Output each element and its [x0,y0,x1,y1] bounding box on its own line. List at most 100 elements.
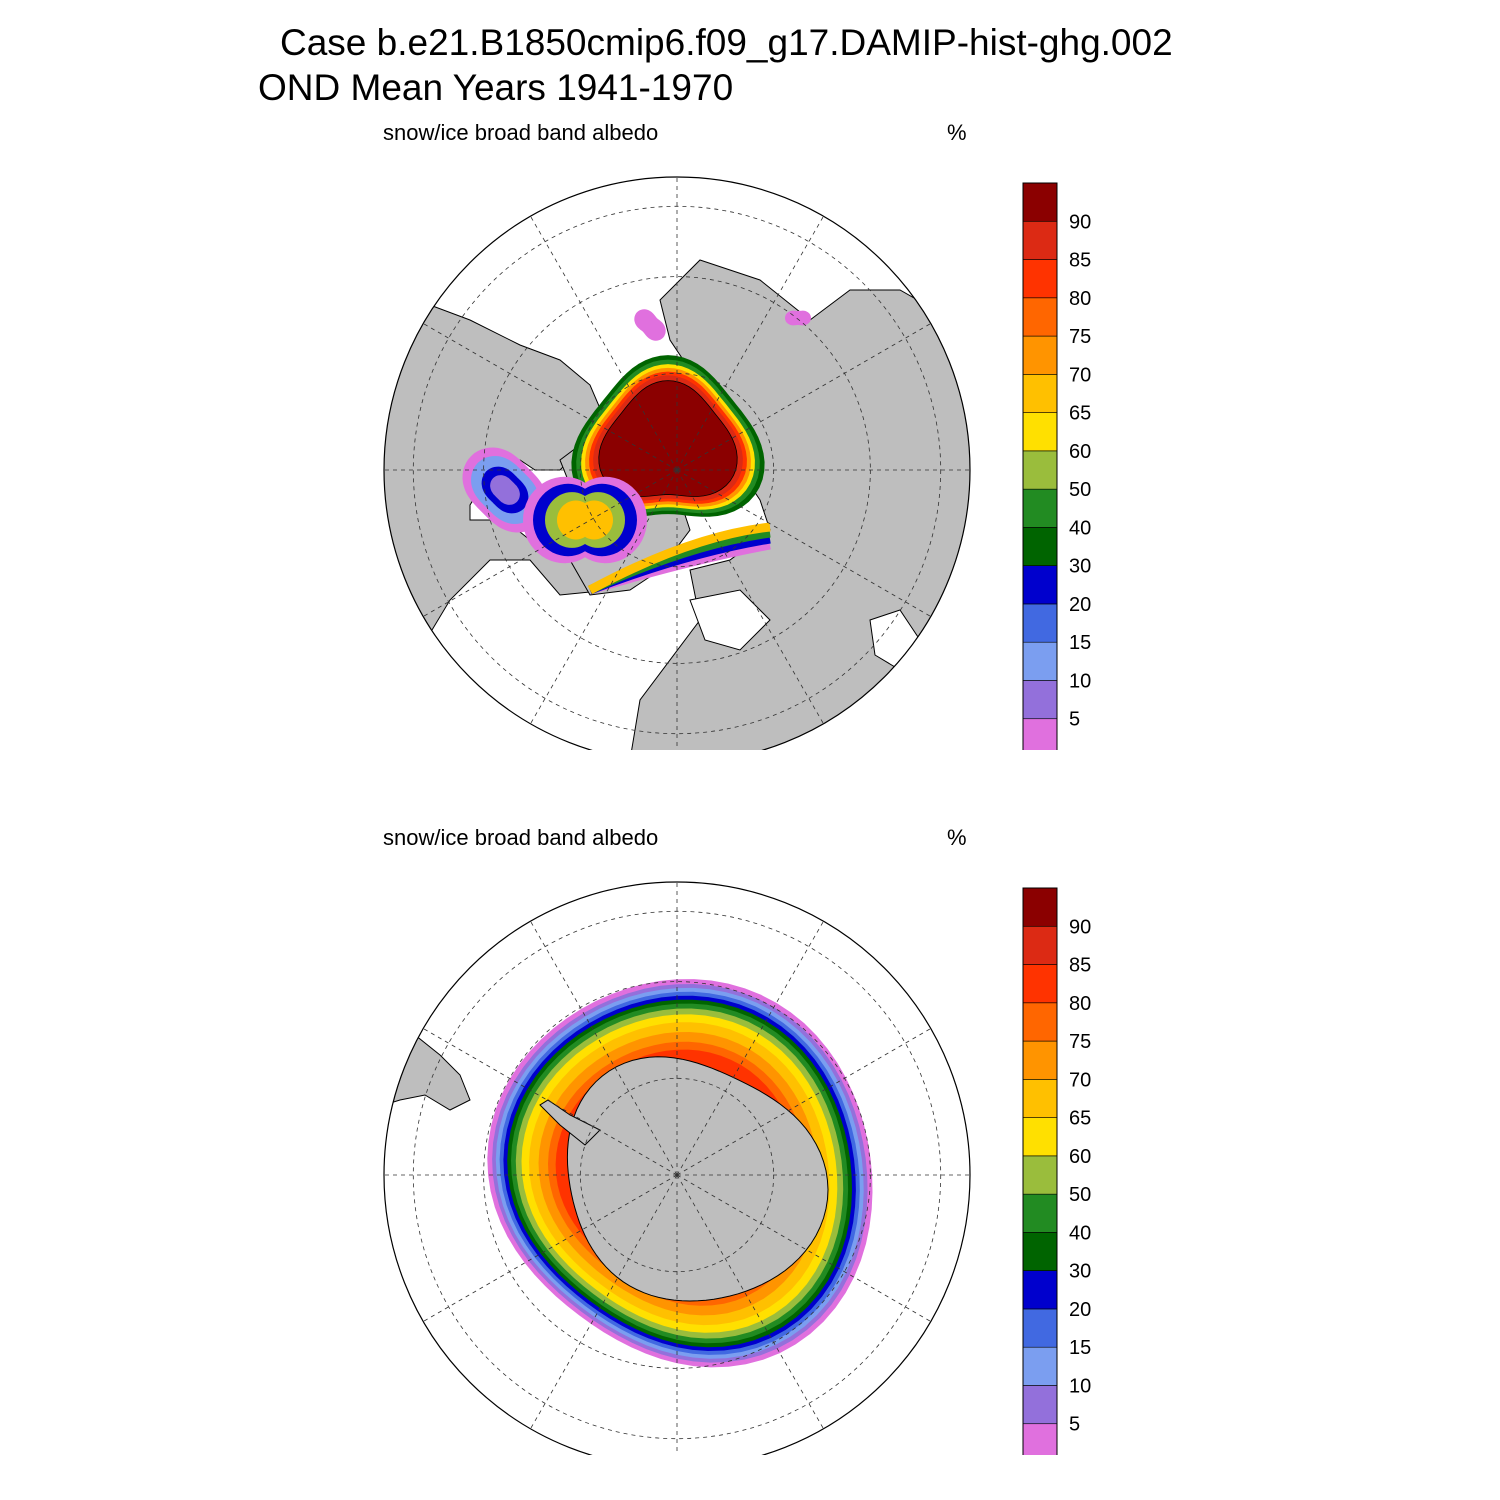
colorbar-swatch-10 [1022,1040,1058,1080]
colorbar-frame [1022,182,1058,750]
meridian-line-7 [423,323,678,471]
map-graticule [384,177,970,750]
colorbar-swatch-7 [1022,450,1058,490]
colorbar-swatch-11 [1022,297,1058,337]
colorbar-tick-label: 40 [1069,1222,1091,1244]
colorbar-swatch-10 [1022,335,1058,375]
latitude-circle-2 [412,910,942,1440]
north-polar-map-panel: 5 10 15 20 30 40 50 60 65 70 75 80 85 90 [383,176,1091,750]
colorbar-tick-label: 65 [1069,403,1091,425]
colorbar-tick-label: 70 [1069,1069,1091,1091]
colorbar-tick-label: 40 [1069,517,1091,539]
colorbar-tick-label: 85 [1069,250,1091,272]
colorbar-tick-label: 30 [1069,556,1091,578]
colorbar-tick-label: 80 [1069,288,1091,310]
colorbar-swatch-6 [1022,488,1058,528]
colorbar-swatch-6 [1022,1193,1058,1233]
map-border [383,176,971,750]
colorbar-swatch-5 [1022,1232,1058,1271]
meridian-line-7 [423,1028,678,1176]
meridian-line-1 [676,469,931,617]
colorbar-swatch-12 [1022,259,1058,299]
colorbar-swatch-4 [1022,1270,1058,1310]
colorbar-swatch-13 [1022,925,1058,965]
meridian-line-2 [676,1174,824,1429]
south-panel-units: % [947,825,967,850]
colorbar-swatch-3 [1022,1308,1058,1348]
meridian-line-10 [676,921,824,1176]
meridian-line-11 [676,323,931,471]
meridian-line-11 [676,1028,931,1176]
nordic-sea-ice-edge-3 [587,522,771,594]
meridian-line-2 [676,469,824,724]
colorbar-tick-label: 20 [1069,1299,1091,1321]
colorbar: 5 10 15 20 30 40 50 60 65 70 75 80 85 90 [1022,182,1091,750]
colorbar-tick-label: 10 [1069,670,1091,692]
colorbar-tick-label: 50 [1069,479,1091,501]
map-graticule [384,882,970,1455]
colorbar-tick-label: 85 [1069,955,1091,977]
antarctic-peninsula [539,1099,601,1146]
south-panel-subtitle: snow/ice broad band albedo [383,825,659,850]
arctic-ice-band-6 [598,380,738,497]
colorbar-swatch-11 [1022,1002,1058,1042]
colorbar-tick-label: 20 [1069,594,1091,616]
colorbar: 5 10 15 20 30 40 50 60 65 70 75 80 85 90 [1022,887,1091,1455]
colorbar-tick-label: 50 [1069,1184,1091,1206]
colorbar-swatch-9 [1022,374,1058,413]
meridian-line-4 [530,1174,678,1429]
colorbar-tick-label: 75 [1069,1031,1091,1053]
south-polar-map-panel: 5 10 15 20 30 40 50 60 65 70 75 80 85 90 [383,881,1091,1455]
colorbar-tick-label: 5 [1069,1414,1080,1436]
colorbar-tick-label: 5 [1069,709,1080,731]
colorbar-tick-label: 65 [1069,1108,1091,1130]
colorbar-tick-label: 15 [1069,632,1091,654]
baltic-sea [689,589,771,651]
map-border [383,881,971,1455]
figure-title-period: OND Mean Years 1941-1970 [258,67,734,108]
latitude-circle-2 [412,205,942,735]
colorbar-swatch-14 [1022,887,1058,927]
colorbar-frame [1022,887,1058,1455]
colorbar-swatch-12 [1022,964,1058,1004]
meridian-line-5 [423,469,678,617]
colorbar-tick-label: 30 [1069,1261,1091,1283]
antarctica-landmass [566,1056,829,1302]
colorbar-swatch-3 [1022,603,1058,643]
colorbar-swatch-4 [1022,565,1058,605]
colorbar-tick-label: 90 [1069,211,1091,233]
colorbar-tick-label: 10 [1069,1375,1091,1397]
meridian-line-8 [530,921,678,1176]
colorbar-swatch-13 [1022,220,1058,260]
north-panel-subtitle: snow/ice broad band albedo [383,120,659,145]
bering-ice-patch [634,309,666,341]
figure-title-case: Case b.e21.B1850cmip6.f09_g17.DAMIP-hist… [280,22,1173,63]
colorbar-tick-label: 60 [1069,441,1091,463]
colorbar-swatch-2 [1022,1346,1058,1386]
north-map-area [384,177,970,750]
colorbar-tick-label: 70 [1069,364,1091,386]
colorbar-swatch-8 [1022,1117,1058,1157]
north-panel-units: % [947,120,967,145]
colorbar-swatch-1 [1022,1385,1058,1425]
colorbar-swatch-9 [1022,1079,1058,1118]
okhotsk-ice-patch [785,310,811,326]
meridian-line-5 [423,1174,678,1322]
meridian-line-8 [530,216,678,471]
colorbar-tick-label: 75 [1069,326,1091,348]
meridian-line-10 [676,216,824,471]
colorbar-tick-label: 80 [1069,993,1091,1015]
colorbar-swatch-8 [1022,412,1058,452]
colorbar-swatch-0 [1022,1423,1058,1455]
colorbar-swatch-5 [1022,527,1058,566]
colorbar-swatch-14 [1022,182,1058,222]
colorbar-swatch-7 [1022,1155,1058,1195]
colorbar-swatch-2 [1022,641,1058,681]
colorbar-tick-label: 90 [1069,916,1091,938]
meridian-line-1 [676,1174,931,1322]
hudson-bay-ice-3 [490,475,520,505]
colorbar-tick-label: 60 [1069,1146,1091,1168]
baffin-ice-band-3 [557,500,613,540]
meridian-line-4 [530,469,678,724]
colorbar-tick-label: 15 [1069,1337,1091,1359]
